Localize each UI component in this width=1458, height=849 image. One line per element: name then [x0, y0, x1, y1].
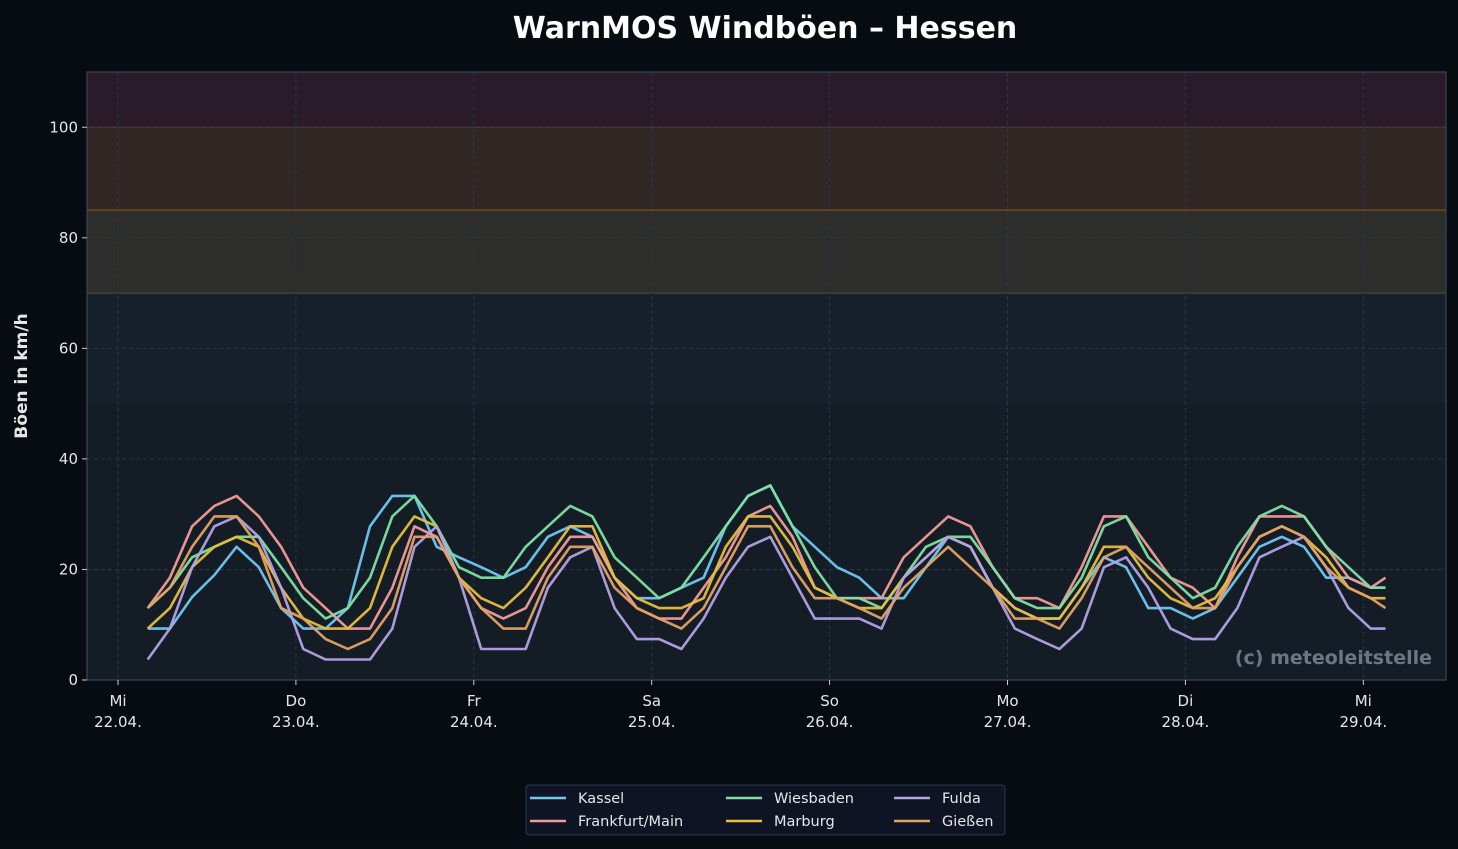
x-tick-date: 23.04.: [272, 713, 320, 731]
plot-frame: [86, 71, 1447, 681]
series-line-gießen: [146, 515, 1387, 651]
y-tick-label: 40: [59, 450, 78, 468]
x-axis: Mi 22.04. Do 23.04. Fr 24.04. Sa 25.04. So 26.04.…: [94, 680, 1387, 731]
y-tick-label: 100: [49, 118, 78, 136]
y-tick-label: 80: [59, 229, 78, 247]
x-tick-weekday: Mo: [996, 692, 1018, 710]
x-tick-weekday: So: [820, 692, 839, 710]
x-tick-weekday: Do: [286, 692, 307, 710]
x-tick-date: 26.04.: [806, 713, 854, 731]
series-line-frankfurt-main: [146, 494, 1387, 630]
x-tick-date: 22.04.: [94, 713, 142, 731]
y-tick-label: 20: [59, 560, 78, 578]
y-tick-label: 60: [59, 339, 78, 357]
x-tick-date: 28.04.: [1162, 713, 1210, 731]
series-line-fulda: [146, 515, 1386, 661]
legend-label: Wiesbaden: [774, 791, 854, 807]
x-tick-weekday: Mi: [1355, 692, 1372, 710]
legend-label: Frankfurt/Main: [578, 814, 683, 830]
x-tick-date: 24.04.: [450, 713, 498, 731]
x-tick-weekday: Mi: [109, 692, 126, 710]
series-line-wiesbaden: [146, 484, 1386, 620]
x-tick-weekday: Di: [1178, 692, 1194, 710]
y-tick-label: 0: [68, 671, 78, 689]
series-line-marburg: [146, 515, 1386, 630]
y-axis-label: Böen in km/h: [12, 313, 32, 438]
x-tick-date: 25.04.: [628, 713, 676, 731]
warning-band-100-110: [87, 72, 1446, 128]
x-tick-weekday: Fr: [467, 692, 482, 710]
legend-label: Fulda: [942, 791, 981, 807]
warning-band-85-100: [87, 127, 1446, 211]
legend-box: [525, 784, 1006, 836]
watermark: (c) meteoleitstelle: [1235, 647, 1432, 669]
chart-title: WarnMOS Windböen – Hessen: [513, 11, 1018, 46]
y-axis: 0 20 40 60 80 100: [49, 118, 87, 689]
legend: Kassel Frankfurt/Main Wiesbaden Marburg Fuld…: [525, 784, 1006, 836]
series-lines: [146, 484, 1387, 661]
warning-band-70-85: [87, 210, 1446, 294]
x-tick-weekday: Sa: [642, 692, 661, 710]
legend-label: Kassel: [578, 791, 624, 807]
warning-bands: [87, 72, 1446, 680]
x-tick-date: 29.04.: [1339, 713, 1387, 731]
legend-label: Gießen: [942, 814, 993, 830]
legend-label: Marburg: [774, 814, 835, 830]
x-tick-date: 27.04.: [984, 713, 1032, 731]
